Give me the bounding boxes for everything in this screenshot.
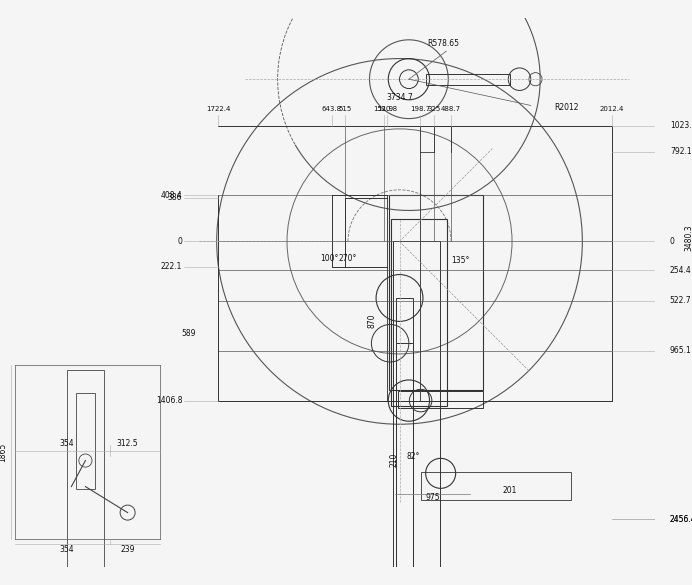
Text: 515: 515 (338, 106, 352, 112)
Text: 975: 975 (425, 493, 439, 503)
Text: 386: 386 (167, 193, 182, 202)
Text: 325: 325 (427, 106, 440, 112)
Bar (76, 393, 95, 488)
Text: 643.8: 643.8 (322, 106, 342, 112)
Text: 239: 239 (120, 545, 135, 555)
Bar (391, 219, 447, 407)
Text: 1865: 1865 (0, 442, 8, 462)
Text: 2012.4: 2012.4 (599, 106, 624, 112)
Bar (397, 343, 413, 577)
Text: 254.4: 254.4 (670, 266, 691, 275)
Text: 965.1: 965.1 (670, 346, 691, 355)
Text: 100°: 100° (320, 254, 338, 263)
Text: 1406.8: 1406.8 (156, 396, 182, 405)
Text: 1722.4: 1722.4 (206, 106, 230, 112)
Text: 2456.4: 2456.4 (670, 515, 692, 524)
Text: 1023.9: 1023.9 (670, 121, 692, 130)
Text: 3480.3: 3480.3 (684, 225, 692, 252)
Text: 0: 0 (177, 237, 182, 246)
Bar (393, 242, 440, 585)
Text: 3734.7: 3734.7 (386, 93, 413, 102)
Text: 198.7: 198.7 (410, 106, 430, 112)
Text: 82°: 82° (407, 452, 420, 461)
Text: 120.8: 120.8 (376, 106, 397, 112)
Text: 589: 589 (181, 329, 195, 338)
Text: 135°: 135° (451, 256, 470, 264)
Text: 522.7: 522.7 (670, 296, 691, 305)
Text: 151.9: 151.9 (374, 106, 394, 112)
Text: 354: 354 (60, 439, 74, 448)
Text: 210: 210 (390, 453, 399, 467)
Bar (399, 391, 483, 408)
Text: 201: 201 (502, 486, 517, 495)
Bar (389, 195, 483, 390)
Text: 354: 354 (60, 545, 74, 555)
Text: 0: 0 (670, 237, 675, 246)
Text: 222.1: 222.1 (161, 262, 182, 271)
Bar (66, 370, 104, 585)
Text: R2012: R2012 (554, 103, 579, 112)
Bar (397, 298, 413, 585)
Text: 312.5: 312.5 (117, 439, 138, 448)
Text: 488.7: 488.7 (441, 106, 461, 112)
Bar (421, 472, 571, 500)
Text: 792.1: 792.1 (670, 147, 691, 156)
Text: 2456.4: 2456.4 (670, 515, 692, 524)
Text: 870: 870 (367, 314, 376, 328)
Text: 270°: 270° (339, 254, 357, 263)
Text: 408.4: 408.4 (161, 191, 182, 199)
Text: R578.65: R578.65 (428, 39, 459, 48)
Bar (426, 74, 510, 85)
